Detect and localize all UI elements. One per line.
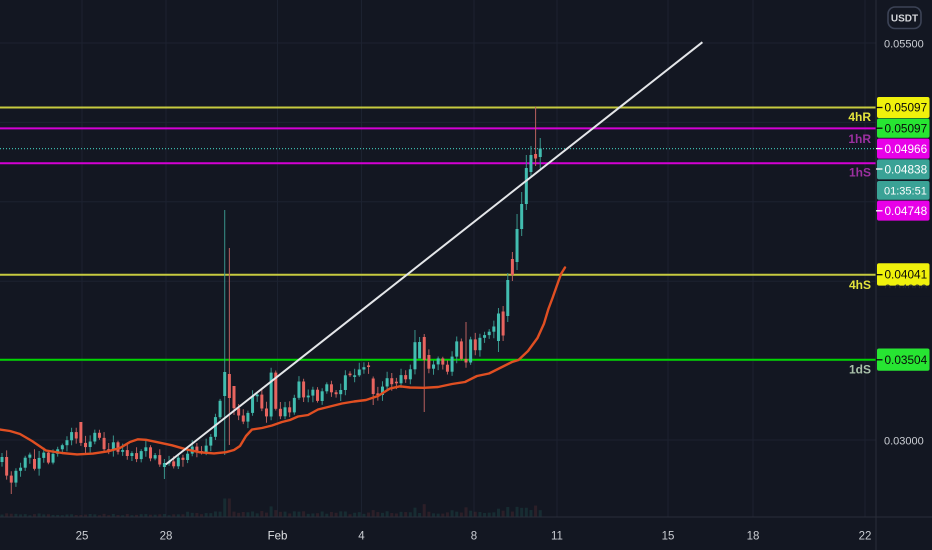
svg-text:8: 8	[471, 531, 477, 543]
svg-text:22: 22	[859, 531, 872, 543]
svg-text:Feb: Feb	[268, 531, 288, 543]
svg-text:0.04041: 0.04041	[885, 268, 928, 282]
svg-text:01:35:51: 01:35:51	[884, 186, 927, 198]
svg-text:18: 18	[747, 531, 760, 543]
svg-text:0.04966: 0.04966	[885, 142, 928, 156]
svg-text:0.03504: 0.03504	[885, 353, 928, 367]
svg-text:0.04748: 0.04748	[885, 204, 928, 218]
svg-text:0.04838: 0.04838	[885, 163, 928, 177]
svg-text:4hR: 4hR	[848, 110, 871, 124]
svg-text:USDT: USDT	[891, 13, 918, 24]
svg-text:4hS: 4hS	[849, 278, 871, 292]
svg-text:0.05097: 0.05097	[885, 121, 928, 135]
svg-text:0.05500: 0.05500	[884, 38, 924, 50]
svg-text:1hS: 1hS	[849, 166, 871, 180]
svg-text:0.03000: 0.03000	[884, 435, 924, 447]
svg-text:15: 15	[662, 531, 675, 543]
svg-text:1dS: 1dS	[849, 363, 871, 377]
svg-text:25: 25	[76, 531, 89, 543]
svg-text:1hR: 1hR	[848, 132, 871, 146]
svg-text:0.05097: 0.05097	[885, 101, 928, 115]
svg-text:28: 28	[160, 531, 173, 543]
svg-text:11: 11	[551, 531, 563, 543]
svg-text:4: 4	[358, 531, 365, 543]
